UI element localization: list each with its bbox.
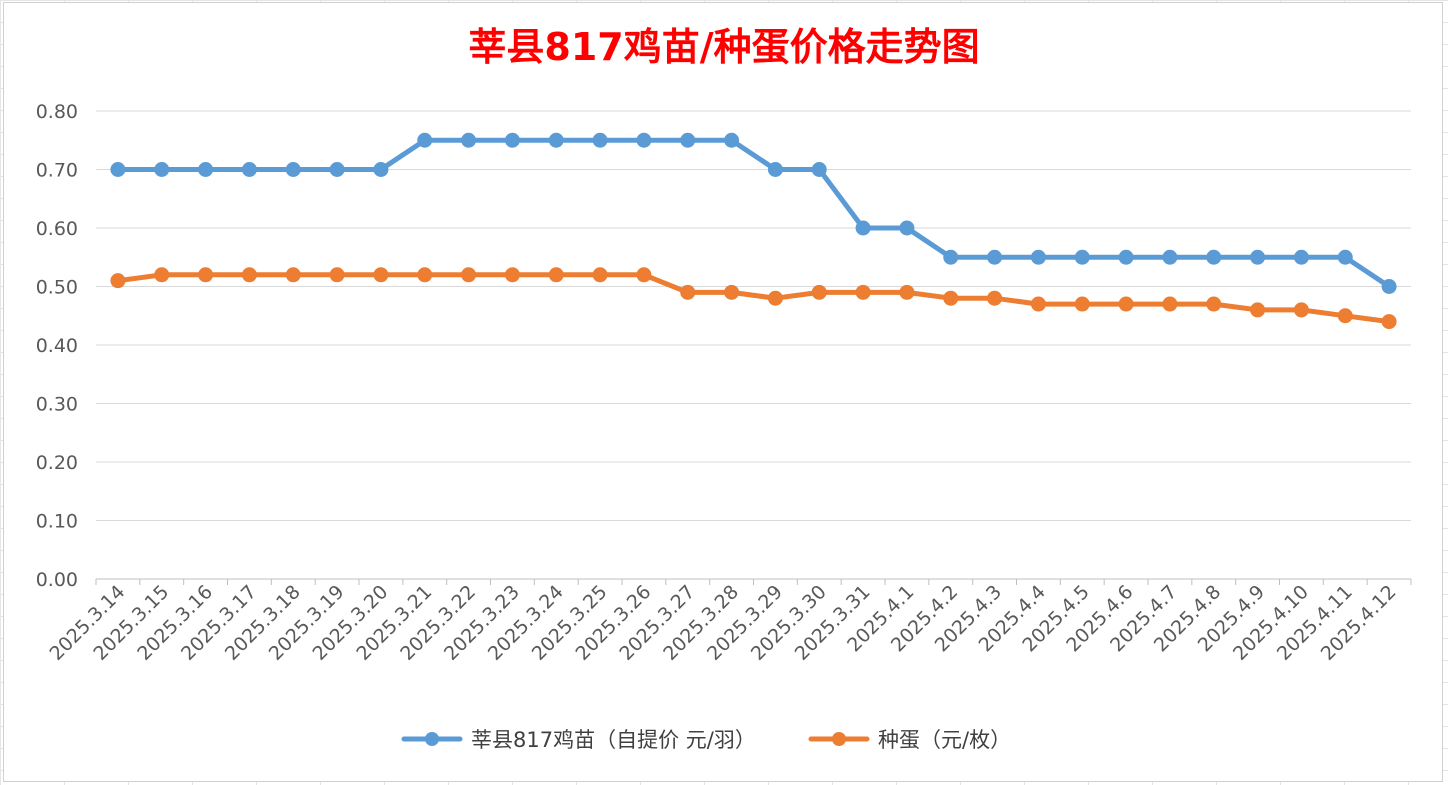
- legend-label-1: 莘县817鸡苗（自提价 元/羽）: [471, 728, 756, 752]
- data-point: [154, 162, 170, 177]
- data-point: [724, 132, 740, 148]
- y-tick-label: 0.40: [36, 335, 78, 357]
- y-tick-label: 0.30: [36, 394, 78, 416]
- data-point: [1250, 302, 1266, 318]
- data-point: [285, 267, 301, 283]
- data-point: [680, 132, 696, 148]
- y-axis: 0.00 0.10 0.20 0.30 0.40 0.50 0.60 0.70 0.80: [36, 101, 78, 591]
- data-point: [461, 132, 477, 148]
- legend-marker-2: [832, 732, 846, 746]
- data-point: [504, 132, 520, 148]
- data-point: [1030, 249, 1046, 265]
- y-tick-label: 0.50: [36, 277, 78, 299]
- data-point: [1293, 302, 1309, 318]
- data-point: [811, 162, 827, 177]
- y-tick-label: 0.20: [36, 452, 78, 474]
- data-point: [241, 162, 257, 177]
- data-point: [1074, 296, 1090, 312]
- data-point: [548, 267, 564, 283]
- data-point: [636, 132, 652, 148]
- data-point: [198, 162, 214, 177]
- data-point: [373, 162, 389, 177]
- data-point: [987, 249, 1003, 265]
- data-point: [636, 267, 652, 283]
- y-tick-label: 0.80: [36, 101, 78, 123]
- series-line-1: [115, 137, 1392, 289]
- chart-title: 莘县817鸡苗/种蛋价格走势图: [468, 25, 979, 69]
- data-point: [1337, 308, 1353, 324]
- data-point: [1381, 279, 1397, 294]
- data-point: [198, 267, 214, 283]
- data-point: [592, 132, 608, 148]
- chart-area: [3, 2, 1443, 782]
- data-point: [987, 290, 1003, 306]
- y-tick-label: 0.00: [36, 569, 78, 591]
- data-point: [1074, 249, 1090, 265]
- legend: 莘县817鸡苗（自提价 元/羽） 种蛋（元/枚）: [401, 728, 1011, 752]
- data-point: [943, 290, 959, 306]
- data-point: [1162, 296, 1178, 312]
- data-point: [1118, 296, 1134, 312]
- series-line-2: [115, 272, 1392, 325]
- data-point: [1206, 249, 1222, 265]
- data-point: [592, 267, 608, 283]
- data-point: [548, 132, 564, 148]
- data-point: [110, 162, 126, 177]
- data-point: [680, 284, 696, 300]
- data-point: [1381, 314, 1397, 330]
- data-point: [417, 132, 433, 148]
- data-point: [285, 162, 301, 177]
- x-axis: 2025.3.142025.3.152025.3.162025.3.172025…: [46, 579, 1412, 665]
- data-point: [1118, 249, 1134, 265]
- data-point: [855, 220, 871, 236]
- y-tick-label: 0.70: [36, 160, 78, 182]
- data-point: [1030, 296, 1046, 312]
- data-point: [373, 267, 389, 283]
- data-point: [767, 290, 783, 306]
- data-point: [417, 267, 433, 283]
- data-point: [241, 267, 257, 283]
- series-lines: [110, 132, 1397, 330]
- data-point: [899, 220, 915, 236]
- legend-label-2: 种蛋（元/枚）: [878, 728, 1011, 752]
- data-point: [110, 273, 126, 289]
- data-point: [504, 267, 520, 283]
- data-point: [154, 267, 170, 283]
- legend-marker-1: [425, 732, 439, 746]
- data-point: [329, 162, 345, 177]
- data-point: [724, 284, 740, 300]
- data-point: [943, 249, 959, 265]
- data-point: [1293, 249, 1309, 265]
- data-point: [767, 162, 783, 177]
- data-point: [1162, 249, 1178, 265]
- data-point: [1250, 249, 1266, 265]
- data-point: [811, 284, 827, 300]
- data-point: [329, 267, 345, 283]
- data-point: [1337, 249, 1353, 265]
- data-point: [1206, 296, 1222, 312]
- data-point: [855, 284, 871, 300]
- data-point: [461, 267, 477, 283]
- y-tick-label: 0.60: [36, 218, 78, 240]
- data-point: [899, 284, 915, 300]
- y-tick-label: 0.10: [36, 511, 78, 533]
- gridlines: [96, 110, 1411, 580]
